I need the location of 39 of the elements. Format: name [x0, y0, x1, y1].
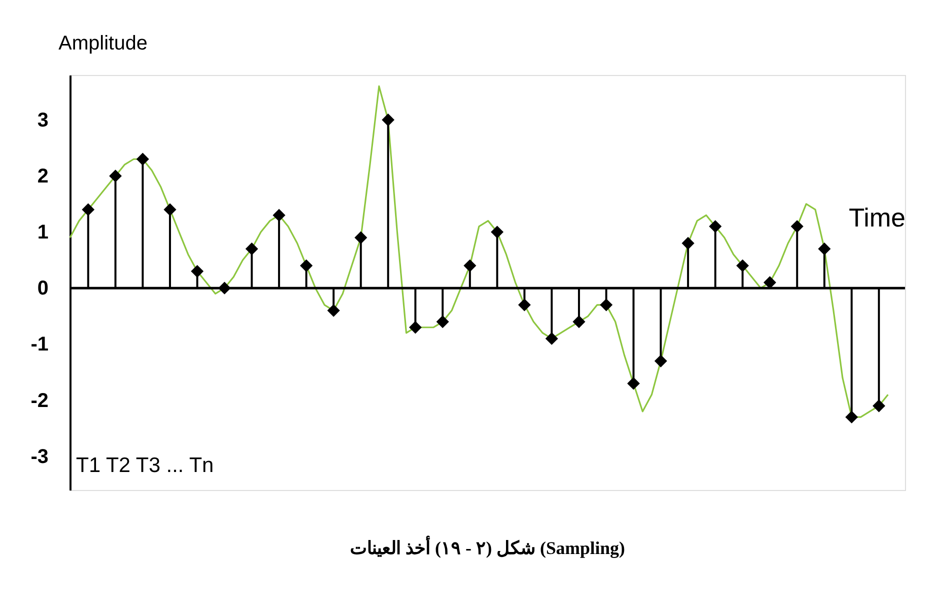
- point: [872, 400, 886, 412]
- y-axis-title: Amplitude: [58, 32, 148, 54]
- y-tick-label: -1: [30, 334, 48, 356]
- point: [600, 298, 613, 312]
- point: [164, 203, 176, 216]
- point: [708, 220, 722, 233]
- point: [464, 259, 476, 272]
- point: [518, 298, 531, 312]
- y-tick-label: -2: [30, 390, 48, 412]
- annotation: T1 T2 T3 ... Tn: [76, 454, 214, 477]
- point: [327, 304, 340, 317]
- point: [654, 354, 668, 368]
- y-tick-label: 1: [37, 222, 48, 244]
- point: [190, 264, 204, 278]
- point: [436, 315, 449, 328]
- x-axis-title: Time: [848, 202, 906, 232]
- y-tick-label: -3: [30, 446, 48, 468]
- point: [490, 226, 504, 238]
- point: [82, 203, 95, 216]
- point: [382, 114, 394, 126]
- point: [790, 220, 804, 233]
- point: [736, 259, 749, 272]
- point: [572, 315, 586, 328]
- point: [354, 231, 368, 244]
- text: شكل (٢ - ١٩) أخذ العينات (Sampling): [350, 536, 626, 558]
- point: [245, 242, 258, 256]
- point: [109, 170, 122, 182]
- point: [818, 242, 831, 256]
- y-tick-label: 0: [37, 278, 48, 300]
- point: [300, 259, 313, 272]
- y-tick-label: 3: [37, 109, 48, 132]
- point: [136, 152, 150, 166]
- point: [409, 321, 422, 334]
- point: [682, 236, 694, 250]
- point: [845, 410, 858, 424]
- point: [627, 377, 640, 390]
- point: [545, 332, 558, 345]
- point: [272, 208, 286, 222]
- y-tick-label: 2: [37, 165, 48, 188]
